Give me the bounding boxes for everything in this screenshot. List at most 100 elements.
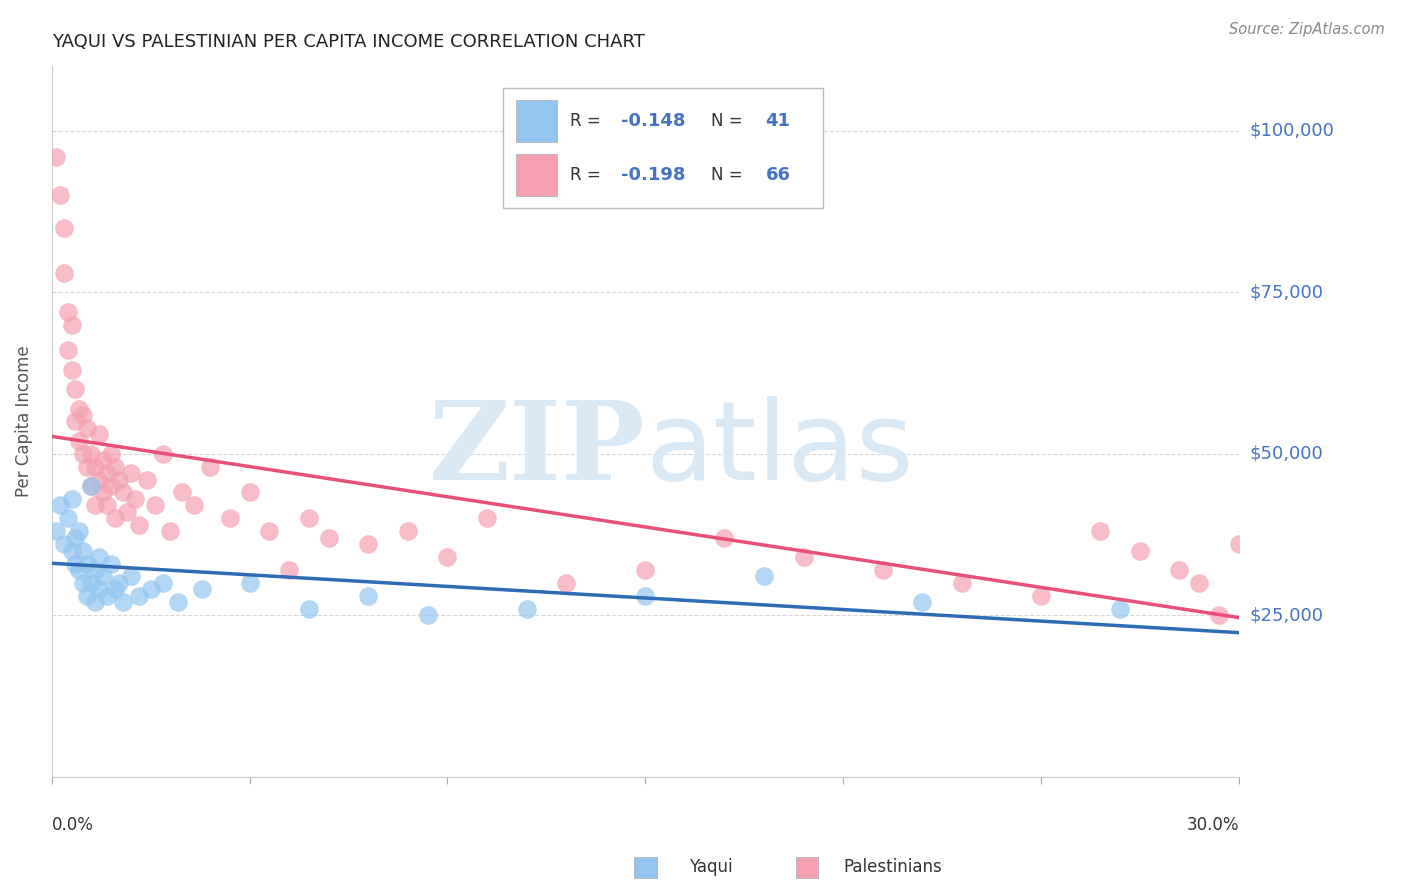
- Point: [872, 563, 894, 577]
- Point: [318, 531, 340, 545]
- Text: Source: ZipAtlas.com: Source: ZipAtlas.com: [1229, 22, 1385, 37]
- Point: [76, 589, 98, 603]
- FancyBboxPatch shape: [796, 857, 818, 878]
- Point: [357, 589, 380, 603]
- Point: [48, 499, 70, 513]
- Point: [60, 491, 83, 506]
- Point: [89, 473, 111, 487]
- Point: [45, 150, 67, 164]
- Point: [152, 575, 174, 590]
- Point: [65, 531, 87, 545]
- Point: [218, 511, 240, 525]
- Point: [436, 550, 458, 565]
- Point: [278, 563, 301, 577]
- Point: [198, 459, 221, 474]
- Point: [396, 524, 419, 539]
- Point: [128, 589, 150, 603]
- Text: 30.0%: 30.0%: [1187, 815, 1239, 834]
- Point: [56, 343, 79, 358]
- Point: [72, 447, 94, 461]
- Point: [100, 557, 122, 571]
- Point: [108, 575, 131, 590]
- Point: [52, 266, 75, 280]
- Point: [152, 447, 174, 461]
- Text: Yaqui: Yaqui: [689, 858, 733, 876]
- Point: [76, 421, 98, 435]
- Point: [100, 479, 122, 493]
- Point: [60, 318, 83, 332]
- Point: [634, 589, 657, 603]
- Point: [1109, 601, 1132, 615]
- Point: [91, 569, 114, 583]
- Point: [69, 563, 91, 577]
- Point: [104, 511, 127, 525]
- Point: [65, 414, 87, 428]
- Text: $50,000: $50,000: [1250, 445, 1323, 463]
- Text: $25,000: $25,000: [1250, 607, 1324, 624]
- Point: [1208, 608, 1230, 623]
- Point: [76, 557, 98, 571]
- Point: [89, 582, 111, 597]
- Point: [191, 582, 214, 597]
- Text: YAQUI VS PALESTINIAN PER CAPITA INCOME CORRELATION CHART: YAQUI VS PALESTINIAN PER CAPITA INCOME C…: [52, 33, 644, 51]
- Point: [1129, 543, 1152, 558]
- Point: [89, 427, 111, 442]
- Point: [80, 479, 103, 493]
- Point: [239, 485, 262, 500]
- Point: [111, 595, 134, 609]
- Point: [1090, 524, 1112, 539]
- Point: [1029, 589, 1052, 603]
- Point: [135, 473, 157, 487]
- Point: [183, 499, 205, 513]
- Point: [1168, 563, 1191, 577]
- Point: [115, 505, 138, 519]
- Point: [634, 563, 657, 577]
- Point: [56, 511, 79, 525]
- Text: Palestinians: Palestinians: [844, 858, 942, 876]
- Point: [298, 601, 321, 615]
- Point: [100, 447, 122, 461]
- Point: [124, 491, 146, 506]
- Point: [516, 601, 538, 615]
- Point: [104, 582, 127, 597]
- Point: [84, 563, 107, 577]
- Point: [120, 569, 142, 583]
- Point: [84, 459, 107, 474]
- Point: [52, 220, 75, 235]
- Point: [357, 537, 380, 551]
- Point: [80, 575, 103, 590]
- Point: [1227, 537, 1250, 551]
- Point: [120, 466, 142, 480]
- Point: [1188, 575, 1211, 590]
- Point: [159, 524, 181, 539]
- Point: [911, 595, 934, 609]
- Point: [48, 188, 70, 202]
- Point: [76, 459, 98, 474]
- Point: [45, 524, 67, 539]
- Point: [108, 473, 131, 487]
- Point: [96, 466, 118, 480]
- FancyBboxPatch shape: [634, 857, 657, 878]
- Point: [60, 363, 83, 377]
- Point: [69, 524, 91, 539]
- Point: [96, 499, 118, 513]
- Text: atlas: atlas: [645, 396, 914, 503]
- Point: [555, 575, 578, 590]
- Point: [91, 453, 114, 467]
- Point: [60, 543, 83, 558]
- Point: [139, 582, 162, 597]
- Point: [80, 479, 103, 493]
- Point: [298, 511, 321, 525]
- Point: [950, 575, 973, 590]
- Point: [84, 499, 107, 513]
- Text: ZIP: ZIP: [429, 396, 645, 503]
- Point: [167, 595, 190, 609]
- Point: [172, 485, 194, 500]
- Point: [143, 499, 166, 513]
- Text: $75,000: $75,000: [1250, 284, 1324, 301]
- Point: [69, 401, 91, 416]
- Point: [84, 595, 107, 609]
- Point: [72, 575, 94, 590]
- Point: [56, 304, 79, 318]
- Point: [104, 459, 127, 474]
